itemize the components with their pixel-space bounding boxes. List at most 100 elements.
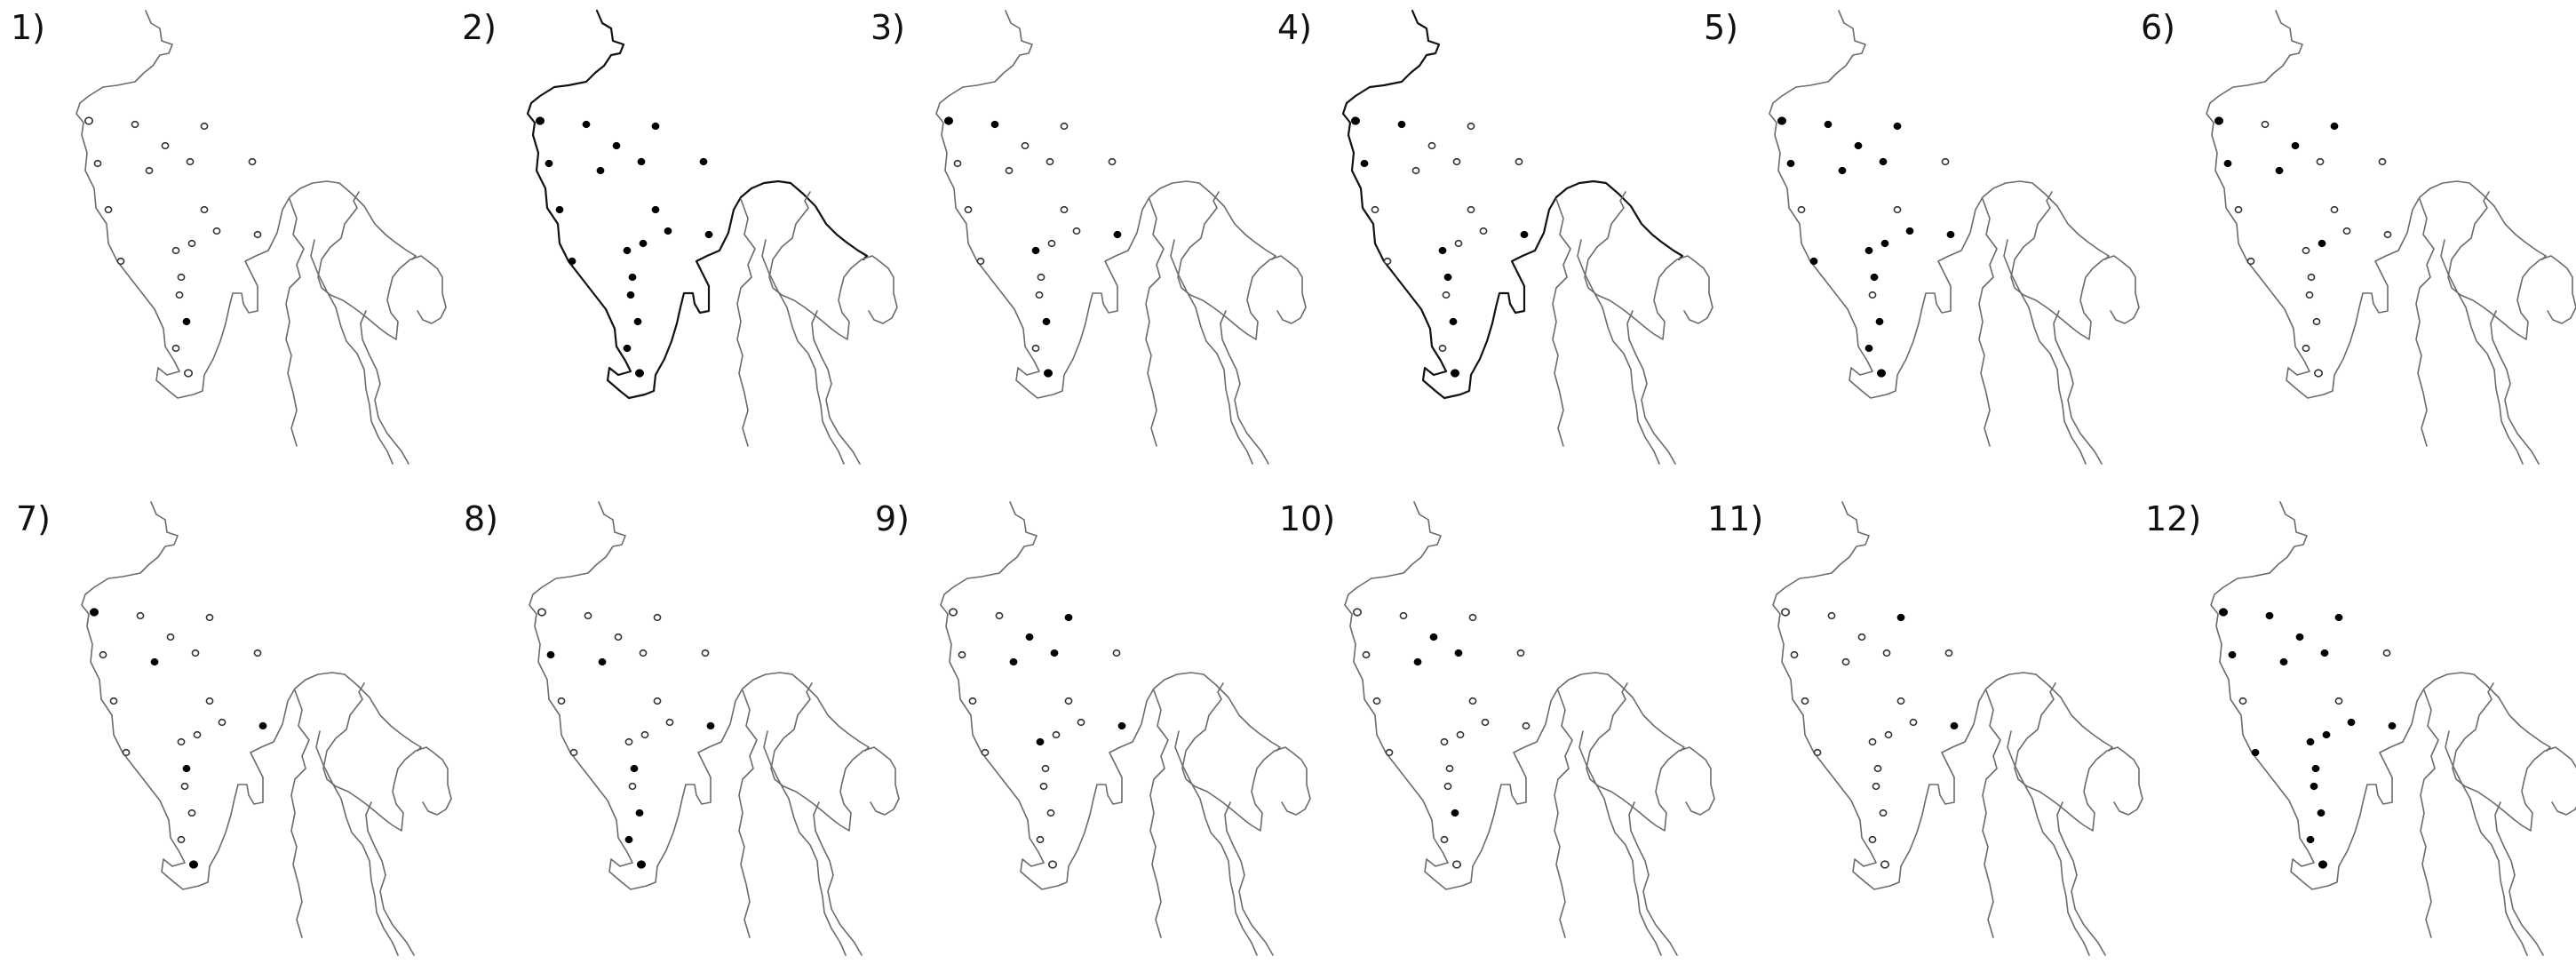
site-marker-open	[1060, 122, 1069, 131]
panel-label: 1)	[11, 8, 46, 47]
site-marker-filled	[628, 273, 637, 282]
river-outline	[1552, 198, 1571, 447]
river-outline	[2053, 310, 2103, 465]
site-marker-open	[1790, 650, 1799, 659]
site-marker-open	[1893, 205, 1902, 214]
site-marker-open	[177, 737, 186, 746]
site-marker-open	[1797, 205, 1806, 214]
site-marker-filled	[546, 650, 555, 659]
coastline	[1344, 501, 1685, 890]
site-marker-open	[1873, 764, 1882, 773]
site-marker-filled	[637, 157, 646, 166]
site-marker-filled	[150, 657, 159, 666]
site-marker-open	[1872, 782, 1880, 791]
coastline-map	[1341, 9, 1713, 465]
coastline-map	[2210, 501, 2576, 956]
site-marker-open	[184, 369, 194, 378]
site-marker-open	[639, 649, 648, 657]
site-marker-open	[2302, 246, 2310, 255]
site-marker-filled	[990, 120, 999, 129]
river-outline	[763, 730, 847, 956]
site-marker-filled	[2330, 122, 2339, 131]
site-marker-filled	[1438, 246, 1447, 255]
site-marker-filled	[1454, 649, 1463, 657]
site-marker-open	[1383, 257, 1392, 266]
site-marker-open	[1035, 291, 1044, 299]
site-marker-filled	[1520, 230, 1529, 239]
site-marker-open	[1371, 205, 1379, 214]
site-marker-open	[1041, 764, 1050, 773]
site-marker-filled	[944, 116, 954, 125]
site-marker-filled	[1864, 246, 1873, 255]
site-marker-open	[180, 782, 189, 791]
site-marker-open	[145, 166, 154, 175]
coastline	[2210, 501, 2551, 890]
site-marker-filled	[1429, 633, 1438, 641]
site-marker-open	[1452, 157, 1461, 166]
map-panel: 4)	[1277, 9, 1713, 473]
site-marker-filled	[1397, 120, 1406, 129]
site-marker-open	[1516, 649, 1525, 657]
site-marker-open	[1781, 608, 1791, 617]
site-marker-open	[109, 697, 118, 705]
river-outline	[1626, 310, 1676, 465]
panel-label: 7)	[16, 499, 52, 538]
river-outline	[1170, 239, 1253, 465]
site-marker-open	[161, 141, 170, 150]
panel-label: 3)	[871, 8, 906, 47]
site-marker-open	[248, 157, 257, 166]
site-marker-open	[1801, 697, 1809, 705]
site-marker-open	[99, 650, 107, 659]
site-marker-filled	[2214, 116, 2224, 125]
site-marker-filled	[1042, 317, 1051, 326]
site-marker-filled	[1449, 317, 1458, 326]
river-outline	[2440, 239, 2524, 465]
panel-label: 5)	[1704, 8, 1739, 47]
site-marker-open	[2330, 205, 2339, 214]
site-marker-open	[2312, 317, 2321, 326]
site-marker-open	[177, 273, 186, 282]
site-marker-filled	[2320, 649, 2329, 657]
map-panel: 12)	[2145, 501, 2576, 964]
site-marker-filled	[704, 230, 713, 239]
site-marker-open	[2305, 291, 2314, 299]
site-marker-open	[1037, 273, 1046, 282]
site-marker-open	[2382, 649, 2391, 657]
site-marker-open	[557, 697, 566, 705]
panel-label: 6)	[2141, 8, 2176, 47]
river-outline	[1577, 239, 1660, 465]
site-marker-open	[1479, 227, 1488, 235]
site-marker-open	[1385, 748, 1394, 757]
site-marker-filled	[651, 122, 660, 131]
site-marker-filled	[568, 257, 576, 266]
site-marker-filled	[624, 835, 633, 844]
site-marker-filled	[1036, 737, 1045, 746]
coastline-map	[940, 501, 1311, 956]
river-outline	[2003, 239, 2087, 465]
site-marker-open	[1005, 166, 1014, 175]
site-marker-open	[1468, 697, 1477, 705]
river-outline	[2014, 682, 2143, 832]
site-marker-open	[701, 649, 710, 657]
site-marker-filled	[582, 120, 591, 129]
site-marker-filled	[651, 205, 660, 214]
map-panel: 10)	[1279, 501, 1715, 964]
site-marker-filled	[90, 608, 99, 617]
site-marker-open	[1515, 157, 1523, 166]
coastline	[1341, 9, 1684, 400]
site-marker-open	[2383, 230, 2392, 239]
site-marker-filled	[1113, 230, 1122, 239]
site-marker-filled	[1025, 633, 1034, 641]
site-marker-filled	[1351, 116, 1361, 125]
site-marker-filled	[545, 159, 553, 168]
site-marker-filled	[258, 721, 267, 730]
site-marker-open	[653, 697, 662, 705]
site-marker-filled	[1413, 657, 1422, 666]
site-marker-open	[1522, 721, 1530, 730]
site-marker-open	[218, 718, 227, 727]
site-marker-open	[1941, 157, 1950, 166]
site-marker-open	[1827, 611, 1836, 620]
site-marker-filled	[635, 369, 645, 378]
site-marker-filled	[1879, 157, 1888, 166]
panel-label: 2)	[462, 8, 497, 47]
